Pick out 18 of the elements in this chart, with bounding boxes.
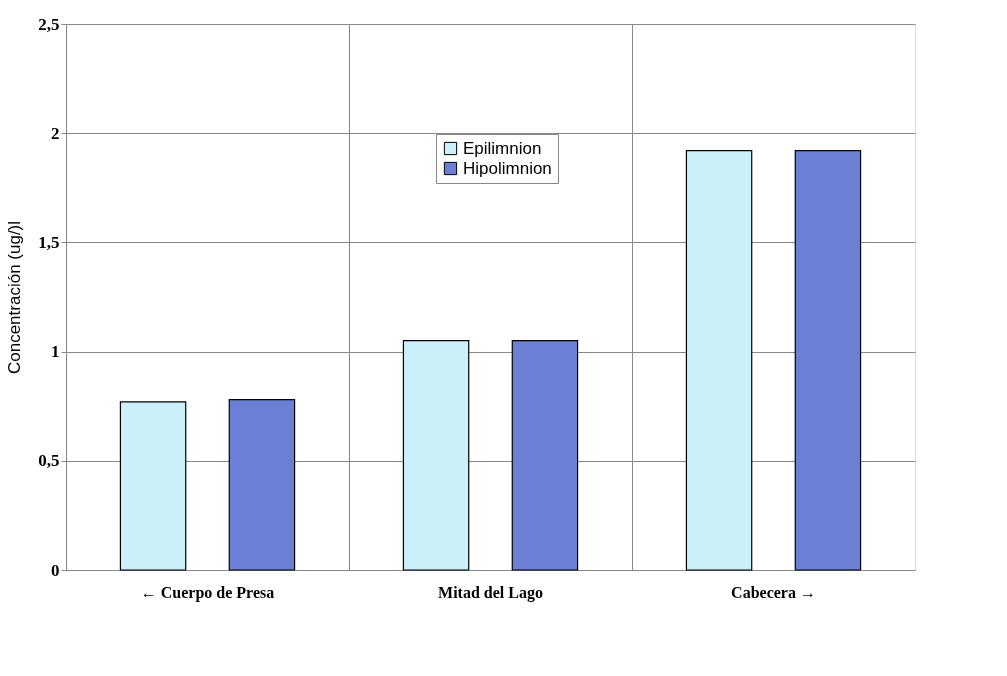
bar [119,401,187,571]
x-tick-label: Mitad del Lago [438,583,543,602]
bar [402,340,470,571]
y-tick-label: 0 [51,560,60,580]
y-tick-label: 2,5 [38,14,60,34]
legend-label: Hipolimnion [463,158,552,178]
bar [228,399,296,571]
x-tick-label: ← Cuerpo de Presa [140,583,275,602]
y-tick-label: 1 [51,342,60,362]
y-tick-label: 2 [51,123,60,143]
bar [511,340,579,571]
bar [685,150,753,571]
y-tick-label: 1,5 [38,232,60,252]
bar [794,150,862,571]
y-tick-label: 0,5 [38,451,60,471]
legend-label: Epilimnion [463,138,542,158]
y-axis-title: Concentración (ug/)l [5,220,25,375]
x-tick-label: Cabecera → [731,583,816,601]
